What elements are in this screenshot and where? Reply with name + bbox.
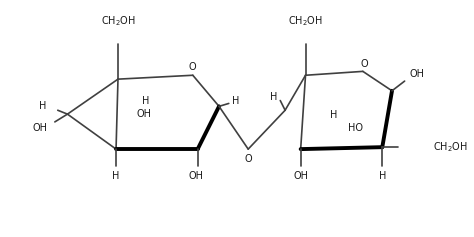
Text: OH: OH	[410, 69, 425, 79]
Text: H: H	[379, 171, 386, 181]
Text: OH: OH	[188, 171, 203, 181]
Text: OH: OH	[33, 123, 48, 133]
Text: H: H	[270, 92, 277, 102]
Text: O: O	[360, 59, 368, 68]
Text: OH: OH	[293, 171, 308, 181]
Text: HO: HO	[347, 123, 363, 133]
Text: CH$_2$OH: CH$_2$OH	[100, 14, 136, 28]
Text: CH$_2$OH: CH$_2$OH	[433, 140, 468, 154]
Text: H: H	[330, 110, 337, 120]
Text: OH: OH	[137, 109, 152, 119]
Text: H: H	[112, 171, 120, 181]
Text: O: O	[189, 63, 197, 73]
Text: H: H	[38, 101, 46, 111]
Text: H: H	[232, 96, 239, 105]
Text: H: H	[142, 96, 149, 105]
Text: CH$_2$OH: CH$_2$OH	[288, 14, 323, 28]
Text: O: O	[245, 154, 252, 164]
